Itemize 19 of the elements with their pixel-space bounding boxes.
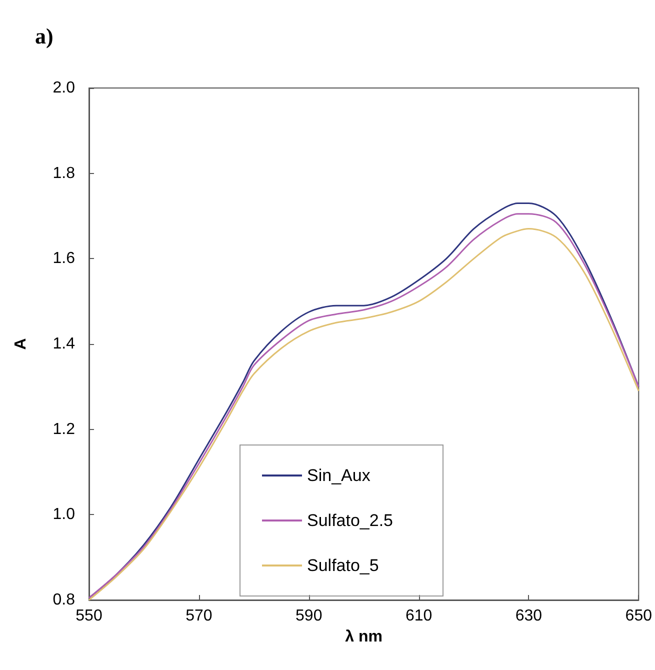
legend-label: Sulfato_2.5 [307, 511, 394, 530]
y-tick-label: 1.8 [52, 164, 76, 182]
x-tick-label: 550 [76, 608, 102, 624]
y-tick-label: 1.6 [52, 250, 76, 268]
x-tick-label: 650 [625, 608, 652, 624]
y-tick-label: 1.0 [52, 506, 76, 524]
y-axis-title: A [12, 338, 30, 350]
legend-label: Sin_Aux [307, 466, 371, 485]
chart-title: a) [35, 24, 54, 48]
legend-label: Sulfato_5 [307, 556, 379, 575]
y-tick-label: 1.4 [52, 336, 76, 352]
x-axis-title: λ nm [345, 628, 382, 646]
x-tick-label: 570 [186, 608, 212, 624]
y-tick-label: 1.2 [52, 420, 76, 438]
y-tick-label: 0.8 [52, 592, 76, 608]
x-tick-label: 610 [405, 608, 432, 624]
x-tick-label: 590 [296, 608, 322, 624]
x-tick-label: 630 [515, 608, 542, 624]
y-tick-label: 2.0 [52, 80, 76, 96]
